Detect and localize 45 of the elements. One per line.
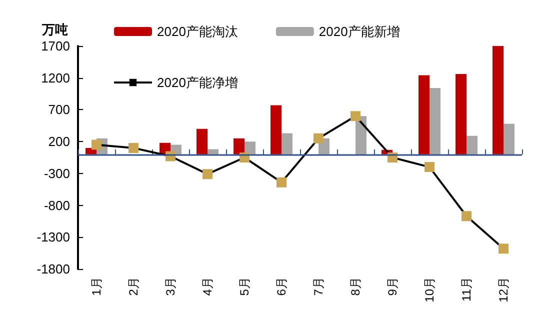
bar: [196, 128, 208, 154]
bar: [418, 75, 430, 154]
bar: [456, 74, 466, 154]
x-tick-label: 10月: [422, 277, 436, 302]
y-tick-label: -800: [44, 198, 70, 213]
legend-label: 2020产能净增: [157, 75, 238, 90]
point: [276, 177, 286, 188]
bar: [282, 133, 292, 154]
bar: [504, 124, 514, 154]
x-tick-label: 6月: [274, 277, 288, 296]
bar: [466, 136, 478, 154]
y-tick-label: -1300: [36, 230, 70, 245]
bar: [492, 46, 504, 154]
y-tick-label: -300: [44, 166, 70, 181]
x-tick-label: 5月: [238, 277, 252, 296]
point: [92, 140, 102, 150]
legend-label: 2020产能新增: [318, 24, 400, 39]
y-tick-label: 1200: [41, 70, 70, 86]
bar: [244, 142, 256, 154]
x-tick-label: 3月: [164, 277, 178, 296]
x-tick-label: 8月: [348, 277, 362, 296]
bar: [234, 138, 244, 154]
x-tick-label: 4月: [200, 277, 214, 296]
point: [498, 244, 508, 254]
y-tick-label: 1700: [41, 38, 70, 54]
x-tick-label: 11月: [460, 277, 474, 302]
x-tick-label: 2月: [126, 277, 140, 296]
y-tick-label: -1800: [36, 262, 70, 276]
x-tick-label: 1月: [90, 277, 104, 296]
legend-label: 2020产能淘汰: [157, 24, 238, 39]
x-tick-label: 12月: [496, 277, 510, 302]
x-tick-label: 7月: [312, 277, 326, 296]
y-tick-label: 700: [48, 102, 70, 118]
bar: [270, 105, 282, 154]
bar: [430, 88, 440, 154]
y-axis-title: 万吨: [41, 22, 68, 37]
point: [314, 133, 324, 144]
point: [424, 162, 434, 172]
point: [462, 211, 472, 222]
point: [202, 169, 212, 180]
point: [350, 111, 360, 122]
x-tick-label: 9月: [386, 277, 400, 296]
y-tick-label: 200: [48, 134, 70, 150]
bar: [208, 149, 218, 154]
point: [128, 142, 138, 153]
